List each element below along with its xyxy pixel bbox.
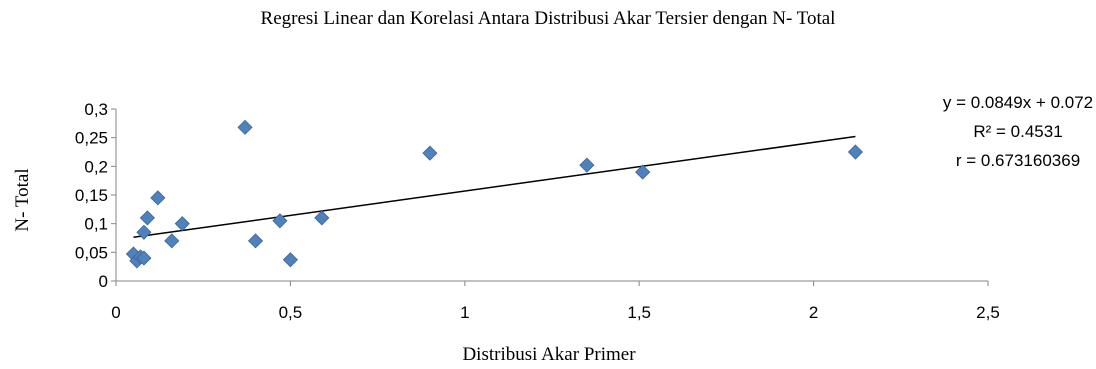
chart-title: Regresi Linear dan Korelasi Antara Distr… xyxy=(260,8,836,29)
x-tick-label: 1,5 xyxy=(627,303,651,322)
x-tick-label: 0 xyxy=(111,303,120,322)
data-point xyxy=(579,157,595,173)
data-point xyxy=(237,119,253,135)
y-tick-label: 0,15 xyxy=(75,186,108,205)
x-tick-label: 0,5 xyxy=(279,303,303,322)
data-point xyxy=(164,233,180,249)
data-point xyxy=(136,224,152,240)
y-axis-title: N- Total xyxy=(12,168,33,231)
y-tick-label: 0,05 xyxy=(75,243,108,262)
data-point xyxy=(282,252,298,268)
data-point xyxy=(174,216,190,232)
r-squared-label: R² = 0.4531 xyxy=(973,122,1062,141)
y-tick-label: 0,3 xyxy=(84,100,108,119)
x-tick-label: 2 xyxy=(809,303,818,322)
x-tick-label: 2,5 xyxy=(976,303,1000,322)
y-tick-label: 0,1 xyxy=(84,215,108,234)
data-point xyxy=(247,233,264,249)
data-point xyxy=(136,250,152,266)
y-tick-label: 0,25 xyxy=(75,129,108,148)
data-point xyxy=(272,213,288,229)
x-axis-title: Distribusi Akar Primer xyxy=(462,344,636,365)
data-point xyxy=(150,190,166,206)
x-tick-label: 1 xyxy=(460,303,469,322)
y-tick-label: 0 xyxy=(99,272,108,291)
data-point xyxy=(314,210,330,226)
y-tick-label: 0,2 xyxy=(84,157,108,176)
data-point xyxy=(635,164,651,180)
data-point xyxy=(847,144,864,160)
data-point xyxy=(139,210,155,226)
trendline xyxy=(133,135,856,239)
data-point xyxy=(422,145,438,161)
regression-equation: y = 0.0849x + 0.072 xyxy=(943,93,1093,112)
correlation-label: r = 0.673160369 xyxy=(956,151,1080,170)
